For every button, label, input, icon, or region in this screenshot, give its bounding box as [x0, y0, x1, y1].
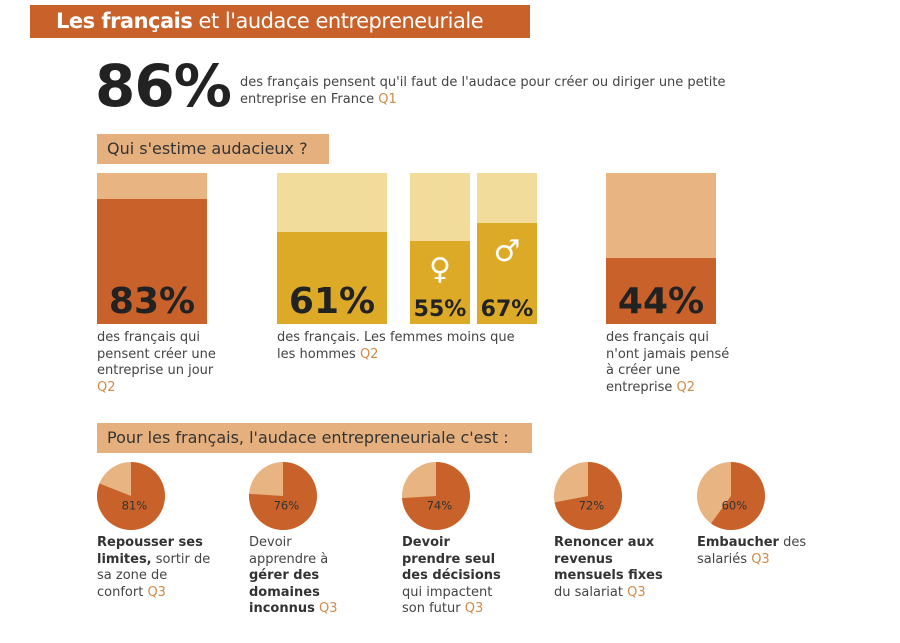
bar-value-label: 55%	[413, 297, 467, 322]
bar-2: 61%	[277, 173, 387, 324]
pie-chart-5: 60%	[697, 462, 765, 530]
caption-text: des français qui pensent créer une entre…	[97, 330, 216, 378]
caption-segment: Devoir prendre seul des décisions	[402, 535, 501, 583]
caption-segment: sortir de sa zone de confort	[97, 551, 211, 600]
bar-value-label: 67%	[480, 297, 534, 322]
caption-text: des français. Les femmes moins que les h…	[277, 330, 515, 362]
caption-segment: gérer des domaines inconnus	[249, 568, 320, 616]
caption-segment: Renoncer aux revenus mensuels fixes	[554, 535, 663, 583]
bar-fill	[477, 222, 537, 324]
title-bold: Les français	[56, 9, 193, 33]
female-symbol-icon: ♀	[429, 251, 451, 287]
pie-slice-value	[97, 462, 165, 530]
pie-chart-2: 76%	[249, 462, 317, 530]
caption-segment: qui impactent son futur	[402, 584, 493, 617]
bar-value-label: 44%	[617, 281, 705, 322]
pie-value-label: 72%	[579, 499, 605, 513]
pie-slice-value	[249, 462, 317, 530]
question-ref: Q3	[464, 601, 484, 616]
title-banner: Les français et l'audace entrepreneurial…	[30, 5, 530, 38]
pie-caption: Devoir prendre seul des décisions qui im…	[402, 535, 512, 618]
bar-1: 83%	[97, 173, 207, 324]
caption-segment: des salariés	[697, 535, 807, 567]
question-ref: Q2	[676, 379, 696, 395]
bar-caption: des français qui n'ont jamais pensé à cr…	[606, 330, 736, 396]
pie-caption: Repousser ses limites, sortir de sa zone…	[97, 535, 212, 601]
caption-segment: du salariat	[554, 584, 628, 600]
male-symbol-icon: ♂	[493, 233, 521, 269]
bar-fill	[277, 231, 387, 324]
pie-value-label: 60%	[722, 499, 748, 513]
pie-value-label: 76%	[274, 499, 300, 513]
question-ref: Q2	[359, 346, 379, 362]
bar-4: ♂ 67%	[477, 173, 537, 324]
title-light: et l'audace entrepreneuriale	[192, 9, 484, 33]
caption-segment: Repousser ses limites,	[97, 535, 203, 567]
question-ref: Q1	[378, 92, 397, 107]
bar-caption: des français. Les femmes moins que les h…	[277, 330, 517, 363]
pie-slice-value	[402, 462, 470, 530]
section-heading-audacious: Qui s'estime audacieux ?	[97, 134, 329, 164]
question-ref: Q3	[627, 584, 646, 600]
headline-text: des français pensent qu'il faut de l'aud…	[240, 74, 780, 108]
caption-text: des français qui n'ont jamais pensé à cr…	[606, 330, 730, 395]
question-ref: Q2	[97, 379, 116, 395]
bar-value-label: 83%	[108, 281, 196, 322]
pie-slice-value	[554, 462, 622, 530]
pie-caption: Renoncer aux revenus mensuels fixes du s…	[554, 535, 664, 601]
pie-caption: Embaucher des salariés Q3	[697, 535, 807, 568]
bar-fill	[410, 240, 470, 324]
bar-fill	[97, 198, 207, 324]
pie-slice-value	[711, 462, 765, 530]
bar-5: 44%	[606, 173, 716, 324]
bar-caption: des français qui pensent créer une entre…	[97, 330, 217, 396]
headline-desc: des français pensent qu'il faut de l'aud…	[240, 75, 726, 107]
section-heading-audace: Pour les français, l'audace entrepreneur…	[97, 423, 532, 453]
bar-fill	[606, 257, 716, 324]
bar-3: ♀ 55%	[410, 173, 470, 324]
question-ref: Q3	[751, 551, 770, 567]
headline-value: 86%	[95, 52, 232, 120]
pie-chart-1: 81%	[97, 462, 165, 530]
pie-caption: Devoir apprendre à gérer des domaines in…	[249, 535, 359, 618]
pie-chart-3: 74%	[402, 462, 470, 530]
pie-chart-4: 72%	[554, 462, 622, 530]
caption-segment: Devoir apprendre à	[249, 535, 329, 567]
bar-value-label: 61%	[288, 281, 376, 322]
question-ref: Q3	[319, 601, 338, 616]
caption-segment: Embaucher	[697, 535, 779, 550]
pie-value-label: 74%	[427, 499, 453, 513]
pie-value-label: 81%	[122, 499, 148, 513]
question-ref: Q3	[147, 584, 166, 600]
